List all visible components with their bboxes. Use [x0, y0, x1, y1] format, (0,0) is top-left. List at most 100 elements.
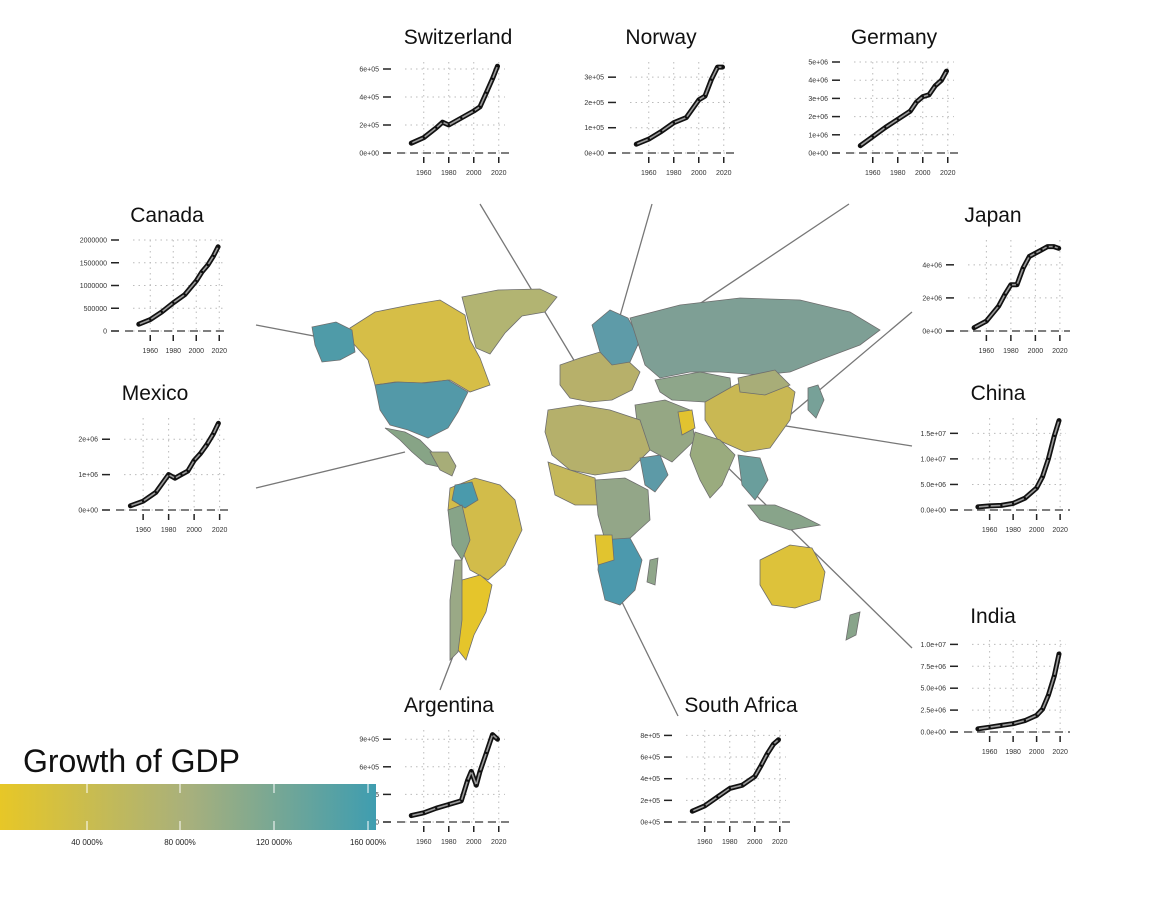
map-argentina [457, 574, 493, 661]
series-line [977, 653, 1060, 730]
inset-canada: 0 500000 1000000 1500000 2000000 1960 1980 2000… [80, 238, 229, 355]
y-tick-label: 5.0e+06 [921, 482, 947, 489]
x-tick-label: 1980 [161, 527, 177, 534]
map-india [689, 431, 736, 499]
data-point [1003, 293, 1006, 296]
y-tick-label: 6e+05 [640, 755, 660, 762]
y-tick-label: 2e+06 [808, 114, 828, 121]
inset-title-japan: Japan [964, 204, 1022, 227]
map-australia [759, 544, 826, 609]
x-tick-label: 1960 [641, 170, 657, 177]
y-tick-label: 0.0e+00 [921, 730, 947, 737]
data-point [772, 742, 775, 746]
series-line-outline [857, 68, 949, 149]
x-tick-label: 1960 [865, 170, 881, 177]
data-point [703, 804, 706, 807]
x-tick-label: 2020 [772, 839, 788, 846]
data-point [697, 98, 700, 102]
data-point [485, 91, 488, 95]
y-tick-label: 6e+05 [359, 67, 379, 74]
x-tick-label: 2020 [491, 170, 507, 177]
y-tick-label: 1e+06 [808, 132, 828, 139]
map-north-africa [544, 404, 651, 476]
map-peru [447, 504, 471, 561]
data-point [976, 727, 980, 731]
data-point [460, 116, 463, 120]
x-tick-label: 1980 [1005, 749, 1021, 756]
x-tick-label: 2000 [188, 348, 204, 355]
inset-switzerland: 0e+00 2e+05 4e+05 6e+05 1960 1980 2000 2020 [359, 62, 509, 177]
x-tick-label: 1960 [416, 839, 432, 846]
data-point [927, 93, 931, 97]
data-point [647, 137, 650, 141]
series-line [410, 65, 499, 144]
map-scandinavia [591, 309, 641, 366]
data-point [753, 775, 756, 778]
inset-south-africa: 0e+05 2e+05 4e+05 6e+05 8e+05 1960 1980 2000 202… [640, 730, 790, 846]
data-point [478, 770, 482, 773]
data-point [1000, 504, 1003, 507]
y-tick-label: 1.5e+07 [921, 431, 947, 438]
inset-norway: 0e+00 1e+05 2e+05 3e+05 1960 1980 2000 2020 [584, 62, 734, 177]
data-point [485, 751, 488, 755]
inset-connector-lines [255, 203, 913, 717]
data-point [496, 738, 499, 741]
inset-title-china: China [970, 382, 1026, 405]
map-canada [349, 299, 491, 393]
map-greenland [461, 288, 558, 355]
y-tick-label: 4e+06 [808, 78, 828, 85]
y-tick-label: 4e+05 [359, 95, 379, 102]
x-tick-label: 1980 [441, 170, 457, 177]
data-point [635, 143, 638, 146]
x-tick-label: 1960 [697, 839, 713, 846]
data-point [672, 121, 675, 124]
x-tick-label: 2020 [491, 839, 507, 846]
data-point [1047, 457, 1050, 461]
series-line-outline [971, 244, 1062, 331]
x-tick-label: 2000 [1029, 527, 1045, 534]
inset-title-india: India [970, 605, 1016, 628]
data-point [909, 109, 912, 113]
data-point [721, 65, 724, 69]
data-point [180, 473, 183, 476]
y-tick-label: 0e+05 [640, 820, 660, 827]
data-point [660, 130, 663, 133]
y-tick-label: 0e+00 [78, 508, 98, 515]
x-tick-label: 2020 [940, 170, 956, 177]
data-point [759, 764, 763, 767]
map-alaska [311, 321, 356, 363]
y-tick-label: 8e+05 [640, 733, 660, 740]
legend: 40 000% 80 000% 120 000% 160 000% [0, 784, 386, 847]
data-point [183, 293, 186, 296]
data-point [472, 109, 475, 113]
y-tick-label: 1.0e+07 [921, 642, 947, 649]
data-point [129, 504, 132, 507]
data-point [703, 94, 707, 98]
y-tick-label: 0.0e+00 [921, 508, 947, 515]
series-line [129, 422, 220, 507]
inset-title-switzerland: Switzerland [403, 26, 513, 49]
data-point [716, 795, 719, 799]
data-point [1035, 714, 1038, 717]
data-point [410, 814, 413, 817]
data-point [1040, 248, 1043, 252]
legend-title: Growth of GDP [23, 743, 240, 779]
data-point [1015, 283, 1019, 286]
data-point [206, 263, 209, 267]
series-line [691, 738, 780, 812]
data-point [422, 136, 425, 139]
data-point [766, 752, 769, 755]
y-tick-label: 2e+05 [584, 100, 604, 107]
y-tick-label: 2.5e+06 [921, 708, 947, 715]
inset-title-norway: Norway [625, 26, 697, 49]
y-tick-label: 2e+06 [78, 437, 98, 444]
data-point [685, 116, 688, 119]
data-point [141, 500, 145, 503]
x-tick-label: 2000 [1029, 749, 1045, 756]
y-tick-label: 0e+00 [584, 151, 604, 158]
x-tick-label: 1980 [722, 839, 738, 846]
map-russia [629, 297, 881, 379]
data-point [154, 491, 158, 494]
